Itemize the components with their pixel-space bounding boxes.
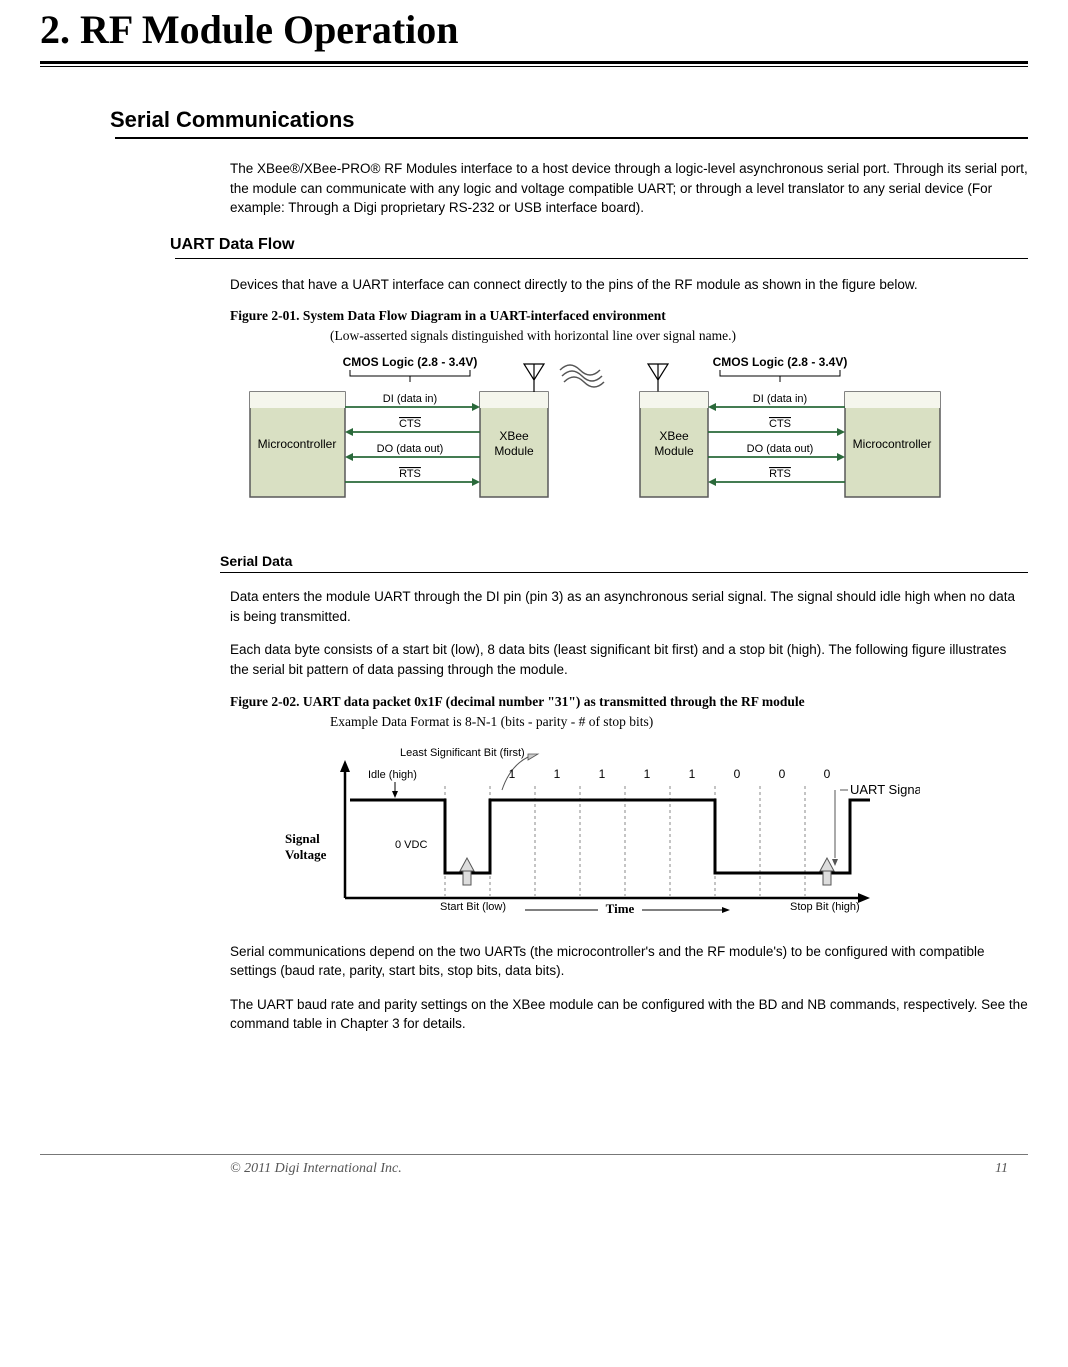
stop-bit-arrow-icon xyxy=(820,858,834,885)
uart-waveform xyxy=(350,800,870,873)
signal-arrows-left: DI (data in) CTS DO (data out) RTS xyxy=(345,393,480,486)
svg-text:1: 1 xyxy=(554,767,561,781)
signal-voltage-label-1: Signal xyxy=(285,831,320,846)
svg-text:1: 1 xyxy=(509,767,516,781)
start-bit-arrow-icon xyxy=(460,858,474,885)
time-axis-label: Time xyxy=(606,901,635,916)
svg-text:DO (data out): DO (data out) xyxy=(377,443,444,455)
figure-2-subcaption: Example Data Format is 8-N-1 (bits - par… xyxy=(330,714,1028,730)
zero-vdc-label: 0 VDC xyxy=(395,839,427,851)
xbee-left-label-1: XBee xyxy=(499,429,529,443)
page-footer: © 2011 Digi International Inc. 11 xyxy=(40,1154,1028,1177)
section-rule xyxy=(115,137,1028,139)
bit-gridlines xyxy=(445,786,805,896)
figure-1-caption: Figure 2-01. System Data Flow Diagram in… xyxy=(230,308,1028,324)
figure-1-diagram: CMOS Logic (2.8 - 3.4V) Microcontroller … xyxy=(240,352,1028,527)
mcu-right-label: Microcontroller xyxy=(853,437,932,451)
serial-data-p2: Each data byte consists of a start bit (… xyxy=(230,640,1028,679)
footer-copyright: © 2011 Digi International Inc. xyxy=(230,1161,402,1177)
svg-text:DI (data in): DI (data in) xyxy=(383,393,437,405)
lsb-label: Least Significant Bit (first) xyxy=(400,747,525,759)
svg-text:CTS: CTS xyxy=(769,418,791,430)
mcu-left-label: Microcontroller xyxy=(258,437,337,451)
footer-page-number: 11 xyxy=(995,1161,1008,1177)
svg-text:CTS: CTS xyxy=(399,418,421,430)
figure-1-title: System Data Flow Diagram in a UART-inter… xyxy=(303,308,666,323)
bit-values: 1 1 1 1 1 0 0 0 xyxy=(509,767,831,781)
figure-2-caption: Figure 2-02. UART data packet 0x1F (deci… xyxy=(230,694,1028,710)
subsection-title-uart: UART Data Flow xyxy=(170,236,1028,254)
after-fig2-p1: Serial communications depend on the two … xyxy=(230,942,1028,981)
after-fig2-p2: The UART baud rate and parity settings o… xyxy=(230,995,1028,1034)
subsubsection-rule xyxy=(220,572,1028,573)
section-title-serial-comm: Serial Communications xyxy=(110,107,1028,133)
svg-text:RTS: RTS xyxy=(769,468,791,480)
chapter-rule xyxy=(40,61,1028,67)
signal-voltage-label-2: Voltage xyxy=(285,847,327,862)
subsubsection-title-serial-data: Serial Data xyxy=(220,553,1028,569)
xbee-right-label-2: Module xyxy=(654,444,694,458)
chapter-title: 2. RF Module Operation xyxy=(40,0,1028,53)
start-bit-label: Start Bit (low) xyxy=(440,901,506,913)
svg-text:1: 1 xyxy=(689,767,696,781)
svg-text:DO (data out): DO (data out) xyxy=(747,443,814,455)
svg-text:0: 0 xyxy=(779,767,786,781)
svg-text:0: 0 xyxy=(734,767,741,781)
svg-text:RTS: RTS xyxy=(399,468,421,480)
svg-text:0: 0 xyxy=(824,767,831,781)
figure-1-subcaption: (Low-asserted signals distinguished with… xyxy=(330,328,1028,344)
uart-text: Devices that have a UART interface can c… xyxy=(230,275,1028,295)
uart-signal-label: UART Signal xyxy=(850,782,920,797)
cmos-label-left: CMOS Logic (2.8 - 3.4V) xyxy=(343,355,478,369)
section-intro-paragraph: The XBee®/XBee-PRO® RF Modules interface… xyxy=(230,159,1028,218)
signal-arrows-right: DI (data in) CTS DO (data out) RTS xyxy=(708,393,845,486)
svg-text:1: 1 xyxy=(599,767,606,781)
figure-2-label: Figure 2-02. xyxy=(230,694,300,709)
rf-waves-icon xyxy=(560,365,604,387)
idle-label: Idle (high) xyxy=(368,769,417,781)
figure-2-title: UART data packet 0x1F (decimal number "3… xyxy=(303,694,805,709)
figure-2-diagram: Signal Voltage 0 VDC Idle (high) Least S… xyxy=(280,738,1028,928)
svg-text:1: 1 xyxy=(644,767,651,781)
serial-data-p1: Data enters the module UART through the … xyxy=(230,587,1028,626)
axes xyxy=(340,760,870,903)
subsection-rule xyxy=(175,258,1028,259)
svg-text:DI (data in): DI (data in) xyxy=(753,393,807,405)
stop-bit-label: Stop Bit (high) xyxy=(790,901,860,913)
figure-1-label: Figure 2-01. xyxy=(230,308,300,323)
xbee-right-label-1: XBee xyxy=(659,429,689,443)
xbee-left-label-2: Module xyxy=(494,444,534,458)
cmos-label-right: CMOS Logic (2.8 - 3.4V) xyxy=(713,355,848,369)
